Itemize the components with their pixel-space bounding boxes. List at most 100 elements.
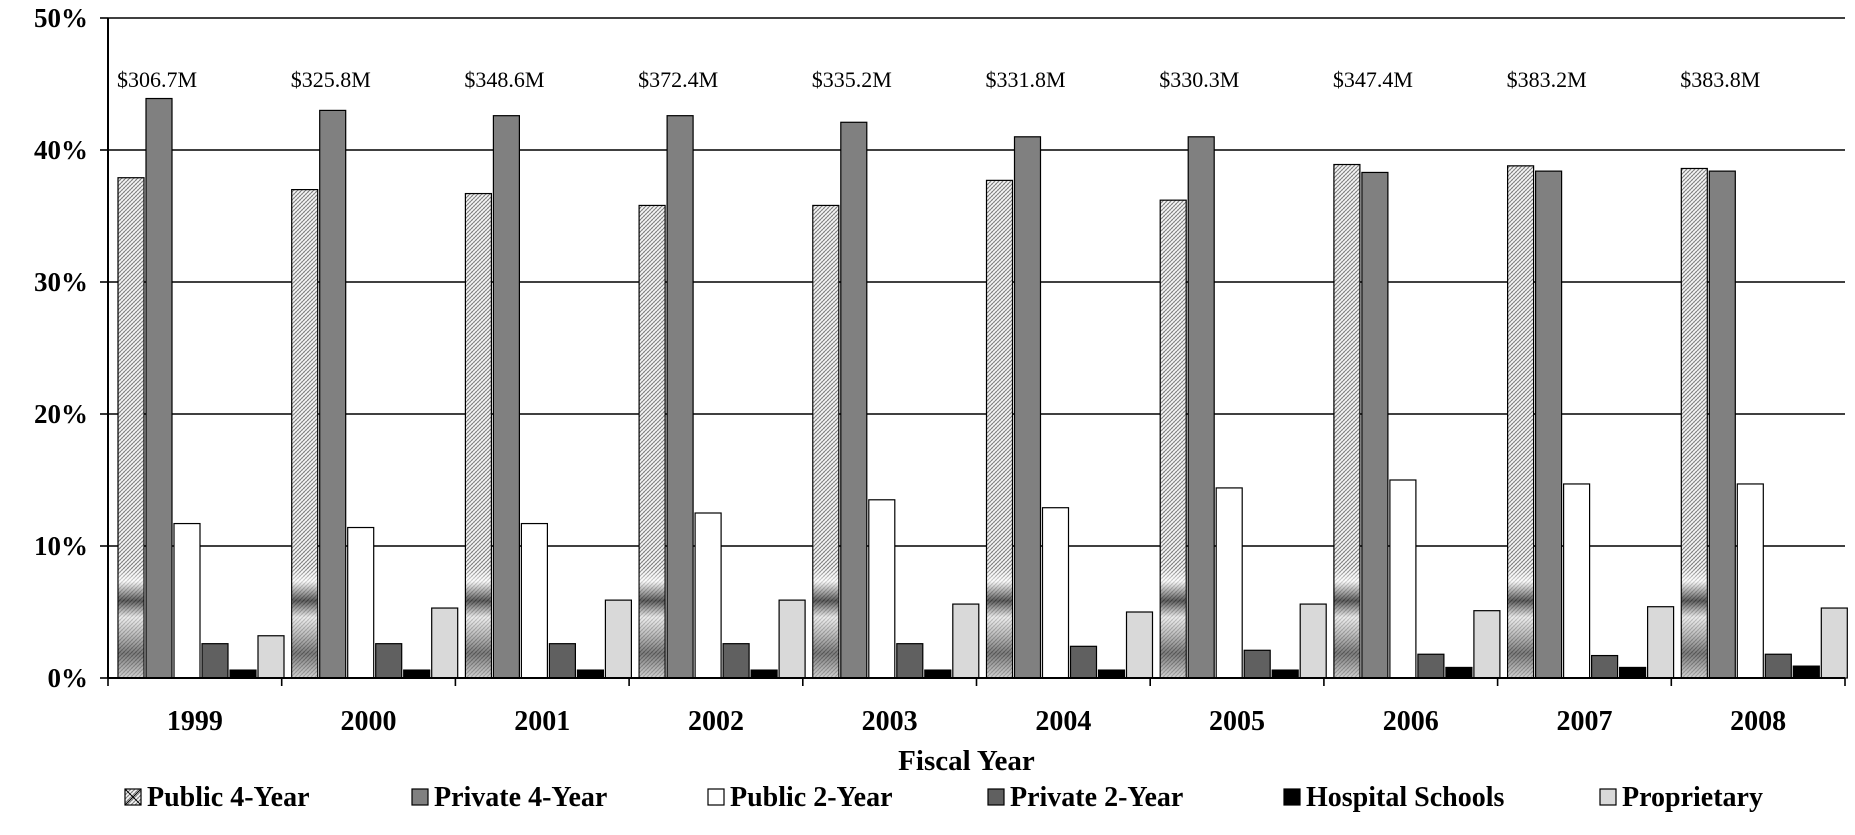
- x-tick-label: 2002: [688, 706, 744, 737]
- x-axis-title: Fiscal Year: [898, 745, 1035, 777]
- bar-shading: [466, 568, 491, 678]
- legend-label: Private 2-Year: [1010, 782, 1183, 813]
- bar-private-4-year: [666, 115, 694, 679]
- bar-proprietary: [604, 599, 633, 679]
- bar-proprietary: [1299, 603, 1327, 679]
- bar-public-2-year: [347, 526, 375, 679]
- bar-private-2-year: [1417, 653, 1445, 679]
- bar-proprietary: [1646, 606, 1675, 679]
- legend-label: Public 2-Year: [730, 782, 893, 813]
- bar-public-2-year: [868, 499, 896, 679]
- bars: [117, 97, 1848, 679]
- bar-private-4-year: [492, 115, 520, 679]
- bar-hospital-schools: [1792, 665, 1820, 679]
- bar-public-2-year: [1389, 479, 1417, 679]
- bar-private-2-year: [201, 643, 229, 679]
- bar-public-2-year: [173, 522, 201, 679]
- total-label: $335.2M: [812, 67, 892, 92]
- legend-label: Hospital Schools: [1306, 782, 1504, 813]
- bar-private-2-year: [548, 643, 577, 679]
- bar-hospital-schools: [750, 669, 778, 679]
- bar-private-4-year: [319, 109, 347, 679]
- bar-hospital-schools: [1097, 669, 1126, 679]
- y-tick-label: 10%: [34, 531, 88, 561]
- legend-label: Public 4-Year: [147, 782, 310, 813]
- bar-public-2-year: [1736, 483, 1764, 679]
- bar-hospital-schools: [229, 669, 257, 679]
- bar-public-2-year: [1041, 507, 1070, 679]
- bar-public-2-year: [1215, 487, 1243, 679]
- bar-shading: [118, 568, 144, 678]
- x-tick-label: 2005: [1209, 706, 1265, 737]
- legend-swatch-cross: [124, 788, 142, 806]
- bar-private-2-year: [722, 643, 750, 679]
- bar-private-4-year: [1708, 170, 1736, 679]
- x-tick-label: 2000: [341, 706, 397, 737]
- bar-private-2-year: [1243, 649, 1271, 679]
- bar-shading: [1334, 568, 1360, 678]
- bar-shading: [1508, 568, 1533, 678]
- legend: Public 4-Year Private 4-Year Public 2-Year…: [124, 782, 1763, 813]
- bar-hospital-schools: [924, 669, 952, 679]
- legend-swatch: [1599, 788, 1617, 806]
- bar-private-4-year: [1361, 171, 1389, 679]
- x-tick-label: 2004: [1035, 706, 1091, 737]
- bar-private-2-year: [1590, 654, 1619, 679]
- axes: [100, 17, 1846, 686]
- total-label: $325.8M: [291, 67, 371, 92]
- bar-private-2-year: [1764, 653, 1792, 679]
- y-tick-label: 30%: [34, 267, 88, 297]
- legend-label: Proprietary: [1622, 782, 1763, 813]
- x-tick-label: 2006: [1383, 706, 1439, 737]
- bar-public-2-year: [694, 512, 722, 679]
- bar-private-2-year: [375, 643, 403, 679]
- bar-hospital-schools: [1271, 669, 1299, 679]
- bar-proprietary: [1820, 607, 1848, 679]
- bar-shading: [639, 568, 665, 678]
- total-label: $347.4M: [1333, 67, 1413, 92]
- y-tick-label: 20%: [34, 399, 88, 429]
- bar-shading: [292, 568, 318, 678]
- labels: 0% 10% 20% 30% 40% 50% $306.7M 1999 $325.8M 2000 $…: [34, 3, 1786, 777]
- bar-shading: [987, 568, 1012, 678]
- total-label: $348.6M: [464, 67, 544, 92]
- legend-label: Private 4-Year: [434, 782, 607, 813]
- total-label: $372.4M: [638, 67, 718, 92]
- bar-proprietary: [1125, 611, 1154, 679]
- legend-swatch: [1283, 788, 1301, 806]
- bar-hospital-schools: [1618, 666, 1647, 679]
- bar-private-2-year: [1069, 645, 1098, 679]
- legend-swatch: [411, 788, 429, 806]
- bar-shading: [1681, 568, 1707, 678]
- bar-private-4-year: [1013, 136, 1042, 679]
- bar-private-4-year: [1534, 170, 1563, 679]
- bar-proprietary: [1473, 610, 1501, 679]
- bar-proprietary: [431, 607, 459, 679]
- bar-hospital-schools: [403, 669, 431, 679]
- bar-hospital-schools: [1445, 666, 1473, 679]
- legend-swatch: [987, 788, 1005, 806]
- total-label: $383.2M: [1507, 67, 1587, 92]
- total-label: $331.8M: [986, 67, 1066, 92]
- y-tick-label: 50%: [34, 3, 88, 33]
- x-tick-label: 1999: [167, 706, 223, 737]
- bar-shading: [813, 568, 839, 678]
- y-tick-label: 0%: [48, 663, 89, 693]
- y-tick-label: 40%: [34, 135, 88, 165]
- x-tick-label: 2007: [1556, 706, 1612, 737]
- x-tick-label: 2001: [514, 706, 570, 737]
- total-label: $330.3M: [1159, 67, 1239, 92]
- bar-public-2-year: [520, 522, 549, 679]
- x-tick-label: 2003: [862, 706, 918, 737]
- bar-proprietary: [778, 599, 806, 679]
- total-label: $306.7M: [117, 67, 197, 92]
- bar-proprietary: [952, 603, 980, 679]
- bar-private-4-year: [1187, 136, 1215, 679]
- bar-private-2-year: [896, 643, 924, 679]
- bar-proprietary: [257, 635, 285, 679]
- bar-shading: [1160, 568, 1186, 678]
- bar-public-2-year: [1562, 483, 1591, 679]
- gridlines: [108, 17, 1845, 547]
